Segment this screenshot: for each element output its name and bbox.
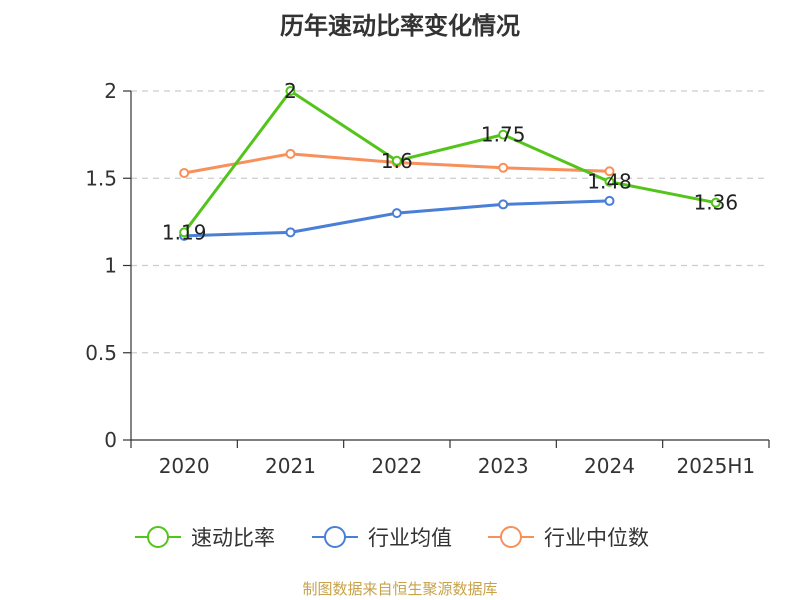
x-tick-label: 2020 (159, 454, 210, 478)
data-label: 1.48 (587, 170, 632, 194)
x-tick-label: 2023 (478, 454, 529, 478)
data-point (285, 227, 296, 238)
chart-title: 历年速动比率变化情况 (280, 12, 520, 40)
data-point (498, 199, 509, 210)
y-tick-label: 1.5 (85, 166, 117, 190)
y-tick-label: 0 (104, 428, 117, 452)
data-label: 2 (284, 79, 297, 103)
data-point (391, 155, 402, 166)
data-point (285, 148, 296, 159)
x-tick-label: 2021 (265, 454, 316, 478)
data-point (391, 208, 402, 219)
y-tick-label: 2 (104, 79, 117, 103)
data-label: 1.19 (162, 220, 207, 244)
legend-label: 速动比率 (191, 526, 275, 550)
legend-swatch-marker (500, 526, 522, 548)
x-tick-label: 2025H1 (676, 454, 755, 478)
y-tick-label: 0.5 (85, 341, 117, 365)
y-tick-label: 1 (104, 254, 117, 278)
legend-label: 行业中位数 (544, 526, 649, 550)
data-label: 1.6 (381, 149, 413, 173)
x-tick-label: 2022 (371, 454, 422, 478)
legend-label: 行业均值 (368, 526, 452, 550)
legend-swatch-marker (324, 526, 346, 548)
data-label: 1.75 (481, 123, 526, 147)
data-point (498, 129, 509, 140)
data-point (179, 227, 190, 238)
legend-swatch-marker (147, 526, 169, 548)
data-point (179, 168, 190, 179)
x-tick-label: 2024 (584, 454, 635, 478)
data-point (604, 166, 615, 177)
series-line (182, 89, 717, 234)
data-label: 1.36 (694, 191, 739, 215)
series-line (184, 199, 610, 238)
data-point (604, 176, 615, 187)
data-point (710, 197, 721, 208)
data-point (604, 195, 615, 206)
data-point (285, 86, 296, 96)
data-point (498, 162, 509, 173)
data-source-note: 制图数据来自恒生聚源数据库 (302, 580, 498, 598)
